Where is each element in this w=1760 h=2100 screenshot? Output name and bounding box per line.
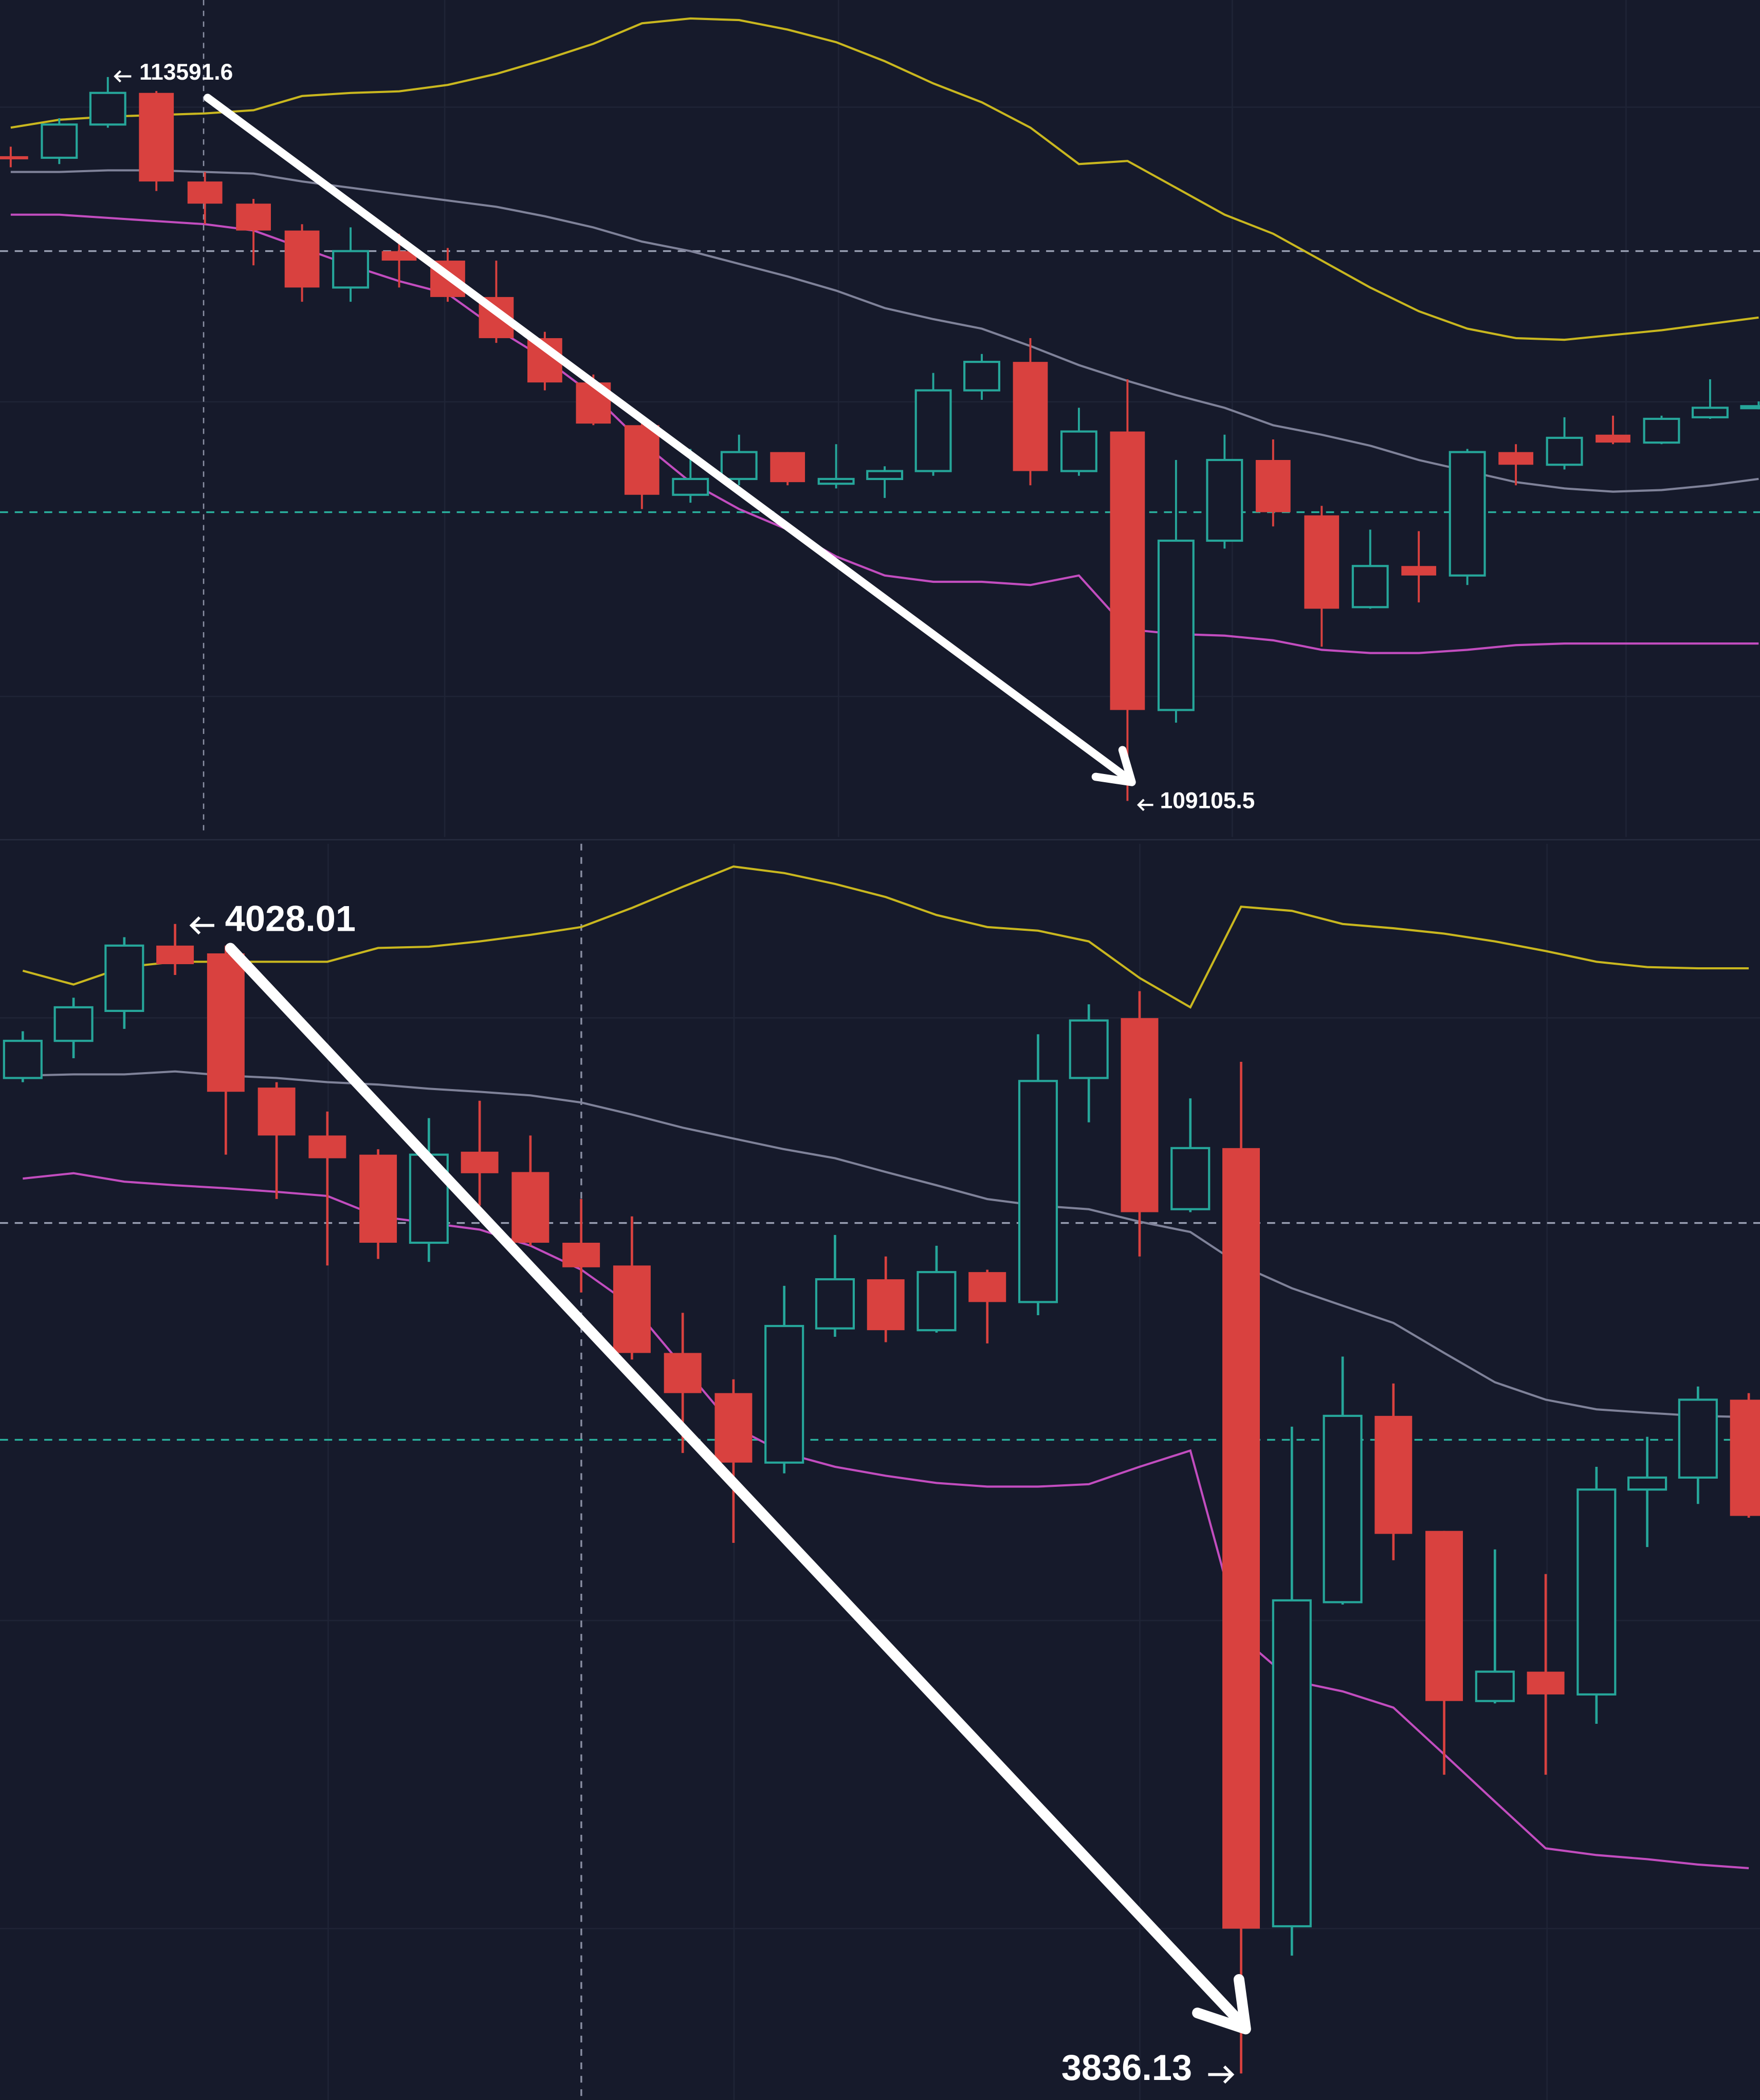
price-label: 113591.6 <box>139 60 233 85</box>
candle-body <box>1546 436 1583 466</box>
candle-body <box>1475 1670 1515 1702</box>
candle-body <box>139 93 174 182</box>
candle-body <box>1110 431 1145 710</box>
candle-body <box>914 389 952 472</box>
candle-body <box>1643 417 1680 444</box>
candle-body <box>1596 434 1630 443</box>
price-label: 4028.01 <box>225 898 356 938</box>
candle-body <box>104 944 144 1012</box>
candle-body <box>1222 1148 1260 1929</box>
arrow-head <box>1192 1974 1251 2035</box>
candle-body <box>1069 1019 1109 1079</box>
candle-body <box>1691 407 1729 418</box>
candle-body <box>1374 1415 1413 1534</box>
candle-body <box>770 452 805 483</box>
price-labels: 113591.6 109105.5 4028.01 3836.13 <box>114 60 1255 2088</box>
candle-body <box>1013 362 1048 471</box>
label-arrow <box>1208 2065 1235 2084</box>
candle-body <box>284 230 320 288</box>
candle-body <box>664 1353 702 1393</box>
candle-body <box>624 425 659 495</box>
candle-body <box>1170 1147 1211 1210</box>
candle-body <box>1272 1599 1312 1928</box>
arrow-line <box>204 94 1133 784</box>
candle-body <box>1304 515 1340 609</box>
candle-body <box>207 953 245 1092</box>
candle-body <box>817 477 855 485</box>
trend-arrows <box>204 94 1251 2035</box>
candle-body <box>916 1271 957 1332</box>
candle-body <box>1498 452 1533 465</box>
candle-body <box>236 204 271 231</box>
candle-body <box>89 91 126 126</box>
candle-body <box>720 451 758 481</box>
candle-body <box>461 1151 499 1173</box>
label-arrow <box>1136 799 1153 812</box>
candle-body <box>1206 458 1243 542</box>
candle-body <box>1323 1414 1363 1604</box>
band-line <box>23 1172 1749 1870</box>
candle-body <box>672 477 709 496</box>
candle-body <box>41 123 78 159</box>
arrow-head <box>1091 746 1136 786</box>
candle-body <box>1576 1488 1617 1696</box>
candle-body <box>1121 1018 1159 1212</box>
candle-body <box>963 361 1000 392</box>
candle-body <box>381 251 417 261</box>
candle-body <box>1425 1531 1463 1701</box>
candle-body <box>0 156 28 160</box>
candle-body <box>1018 1080 1058 1303</box>
candle-body <box>562 1242 600 1267</box>
label-arrow <box>189 916 214 935</box>
candle-body <box>1678 1398 1718 1479</box>
band-line <box>22 865 1749 1009</box>
plot-area <box>0 17 1760 2074</box>
candle-body <box>1157 539 1195 711</box>
candle-body <box>332 250 370 289</box>
candle-body <box>1730 1399 1760 1516</box>
band-line <box>10 17 1759 341</box>
candle-body <box>187 181 223 204</box>
candle-body <box>764 1324 804 1464</box>
candle-body <box>3 1040 43 1079</box>
candle-body <box>866 470 904 481</box>
candle-body <box>511 1172 549 1243</box>
candle-body <box>867 1279 905 1331</box>
candle-body <box>156 945 194 964</box>
price-label: 109105.5 <box>1160 788 1255 814</box>
candle-body <box>1740 405 1760 410</box>
candle-body <box>1255 459 1291 512</box>
candle-body <box>714 1393 753 1463</box>
candle-body <box>613 1265 651 1353</box>
candle-body <box>815 1278 855 1330</box>
candle-body <box>53 1006 94 1042</box>
candle-body <box>1449 451 1486 577</box>
candle-body <box>1527 1671 1565 1694</box>
label-arrow <box>114 70 132 83</box>
arrow-line <box>225 943 1249 2031</box>
candle-body <box>1627 1476 1667 1491</box>
candle-body <box>1401 566 1437 576</box>
candle-body <box>308 1135 346 1158</box>
candle-body <box>359 1154 397 1243</box>
candle-body <box>258 1088 296 1136</box>
band-line <box>23 1070 1749 1419</box>
price-label: 3836.13 <box>1061 2047 1192 2088</box>
candle-body <box>968 1272 1006 1302</box>
candle-body <box>1060 430 1097 472</box>
candle-body <box>1351 565 1389 609</box>
